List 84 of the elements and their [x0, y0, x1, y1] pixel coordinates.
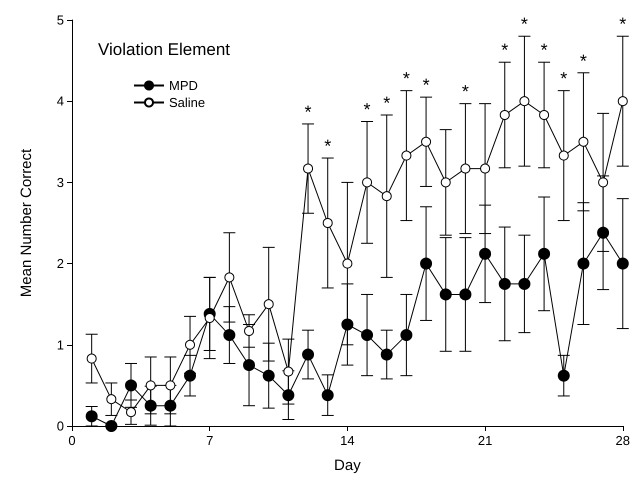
y-tick-label: 2: [56, 256, 64, 272]
point: [184, 370, 196, 382]
point: [264, 299, 274, 310]
annotation: *: [540, 40, 548, 60]
x-tick-label: 21: [478, 433, 492, 448]
point: [578, 136, 588, 147]
point: [86, 354, 97, 364]
legend-title: Violation Element: [98, 40, 230, 59]
point: [262, 370, 275, 382]
point: [616, 258, 629, 270]
point: [125, 379, 138, 392]
point: [460, 164, 470, 174]
legend-label: MPD: [169, 78, 198, 93]
point: [224, 272, 234, 282]
annotation: *: [619, 14, 626, 34]
annotation: *: [324, 136, 332, 156]
point: [282, 389, 294, 402]
y-tick-label: 0: [56, 418, 64, 434]
point: [598, 177, 608, 188]
y-tick-label: 1: [56, 337, 64, 352]
x-tick-label: 7: [206, 433, 214, 448]
point: [558, 150, 569, 161]
point: [106, 394, 116, 404]
point: [342, 258, 352, 269]
point: [382, 191, 392, 202]
annotation: *: [422, 75, 430, 96]
point: [539, 110, 550, 120]
point: [244, 326, 254, 336]
point: [362, 177, 372, 188]
point: [518, 278, 530, 290]
x-tick-label: 28: [616, 433, 630, 448]
annotation: *: [462, 82, 469, 102]
point: [322, 389, 334, 402]
point: [380, 348, 393, 361]
point: [618, 96, 628, 106]
point: [322, 218, 333, 228]
point: [519, 96, 530, 106]
annotation: *: [501, 40, 508, 60]
annotation: *: [402, 68, 410, 89]
legend-label: Saline: [169, 95, 206, 110]
y-tick-label: 4: [56, 94, 64, 109]
annotation: *: [520, 14, 528, 34]
point: [204, 313, 215, 323]
point: [420, 258, 432, 270]
point: [283, 366, 294, 377]
point: [146, 380, 156, 390]
point: [440, 177, 451, 188]
point: [86, 410, 98, 422]
point: [126, 407, 136, 418]
annotation: *: [560, 68, 568, 89]
point: [401, 150, 412, 161]
point: [459, 288, 472, 300]
y-tick-label: 5: [56, 12, 64, 28]
point: [243, 359, 256, 372]
point: [105, 420, 118, 432]
point: [479, 248, 492, 260]
annotation: *: [304, 102, 312, 122]
point: [498, 278, 511, 290]
point: [303, 164, 314, 174]
point: [440, 288, 452, 300]
point: [597, 226, 610, 239]
point: [165, 380, 176, 390]
point: [223, 329, 236, 342]
point: [341, 318, 354, 330]
point: [558, 370, 570, 382]
point: [185, 340, 196, 350]
point: [164, 400, 176, 412]
point: [421, 136, 432, 147]
y-axis-title: Mean Number Correct: [18, 148, 35, 298]
point: [361, 329, 374, 342]
x-axis-title: Day: [334, 457, 362, 474]
x-tick-label: 0: [68, 433, 76, 448]
point: [400, 329, 412, 342]
point: [144, 400, 157, 412]
annotation: *: [383, 93, 390, 114]
x-tick-label: 14: [340, 433, 355, 448]
annotation: *: [580, 50, 587, 71]
point: [577, 258, 590, 270]
point: [500, 110, 510, 120]
annotation: *: [364, 100, 371, 120]
point: [480, 164, 490, 174]
point: [538, 248, 550, 260]
point: [302, 348, 314, 361]
y-tick-label: 3: [56, 174, 64, 190]
